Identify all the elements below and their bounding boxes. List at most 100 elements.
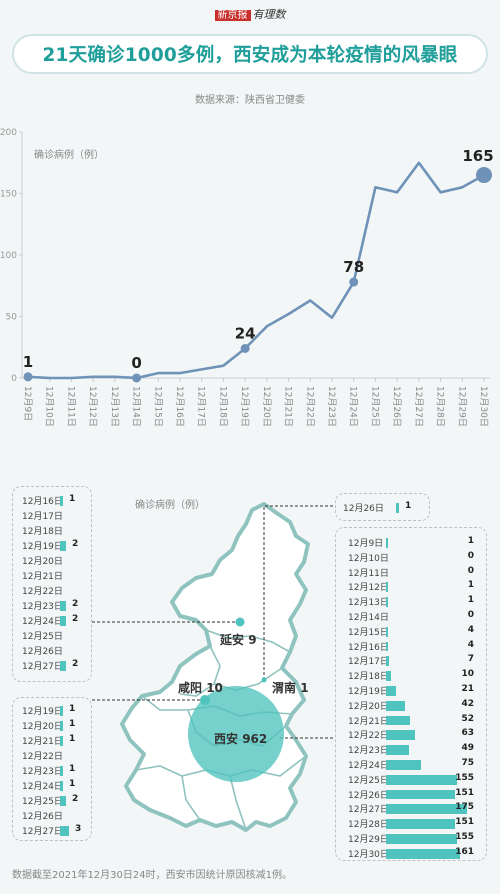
- data-point: [23, 372, 33, 382]
- row-date: 12月16日: [22, 497, 63, 507]
- daily-row: 12月9日 1: [336, 536, 486, 551]
- logo-part1: 新京报: [214, 10, 251, 21]
- row-date: 12月28日: [348, 820, 389, 831]
- series-line: [27, 161, 485, 380]
- row-date: 12月25日: [22, 632, 63, 642]
- row-bar: [60, 736, 63, 746]
- y-tick-label: 200: [0, 128, 17, 138]
- x-tick-label: 12月16日: [174, 386, 185, 427]
- daily-row: 12月22日: [13, 749, 91, 764]
- row-value: 52: [461, 713, 474, 724]
- row-value: 1: [69, 494, 76, 504]
- daily-row: 12月27日 3: [13, 824, 91, 839]
- row-bar: [60, 826, 69, 836]
- row-bar: [60, 661, 66, 671]
- weinan-daily-box: 12月26日 1: [335, 493, 430, 521]
- daily-row: 12月16日 4: [336, 640, 486, 655]
- daily-row: 12月19日 1: [13, 704, 91, 719]
- row-value: 175: [455, 802, 474, 813]
- x-tick-label: 12月23日: [326, 386, 337, 427]
- daily-row: 12月11日 0: [336, 566, 486, 581]
- row-date: 12月24日: [348, 761, 389, 771]
- row-value: 1: [467, 595, 474, 606]
- row-value: 4: [467, 639, 474, 650]
- x-tick-label: 12月11日: [65, 386, 76, 427]
- y-tick-label: 50: [6, 313, 18, 323]
- row-date: 12月24日: [22, 617, 63, 627]
- data-label: 0: [131, 354, 141, 372]
- data-point: [132, 373, 142, 383]
- row-date: 12月20日: [22, 557, 63, 567]
- row-date: 12月14日: [348, 613, 389, 623]
- city-label-yanan: 延安 9: [219, 632, 257, 647]
- daily-row: 12月13日 1: [336, 595, 486, 610]
- daily-row: 12月24日 1: [13, 779, 91, 794]
- xianyang-daily-box: 12月19日 1 12月20日 1 12月21日 1 12月22日 12月23日 1 12月24日…: [12, 697, 92, 841]
- x-tick-label: 12月30日: [478, 386, 489, 427]
- row-bar: [60, 721, 63, 731]
- footnote: 数据截至2021年12月30日24时，西安市因统计原因核减1例。: [12, 870, 292, 881]
- x-tick-label: 12月28日: [435, 386, 446, 427]
- row-bar: [60, 601, 66, 611]
- row-value: 161: [455, 846, 474, 857]
- daily-row: 12月27日 175: [336, 802, 486, 817]
- data-label: 1: [23, 353, 33, 371]
- x-tick-label: 12月10日: [44, 386, 55, 427]
- row-bar: [386, 745, 409, 755]
- daily-row: 12月19日 2: [13, 539, 91, 554]
- row-bar: [60, 616, 66, 626]
- row-date: 12月22日: [348, 731, 389, 742]
- daily-row: 12月25日 2: [13, 794, 91, 809]
- row-date: 12月18日: [348, 672, 389, 683]
- daily-row: 12月19日 21: [336, 684, 486, 699]
- row-bar: [60, 706, 63, 716]
- row-date: 12月12日: [348, 583, 389, 594]
- row-value: 10: [461, 669, 474, 680]
- y-tick-label: 0: [11, 374, 17, 384]
- row-value: 1: [69, 779, 76, 789]
- row-value: 1: [69, 734, 76, 744]
- map-legend: 确诊病例（例）: [135, 498, 205, 511]
- row-value: 151: [455, 787, 474, 798]
- city-label-xianyang: 咸阳 10: [178, 680, 223, 695]
- row-bar: [60, 541, 66, 551]
- row-bar: [386, 686, 396, 696]
- row-date: 12月20日: [22, 722, 63, 732]
- row-date: 12月9日: [348, 539, 384, 549]
- row-bar: [60, 766, 63, 776]
- row-bar: [386, 626, 388, 637]
- bubble-yanan: [235, 617, 245, 627]
- daily-row: 12月20日 1: [13, 719, 91, 734]
- daily-row: 12月10日 0: [336, 551, 486, 566]
- row-bar: [386, 671, 391, 681]
- row-bar: [386, 774, 458, 785]
- row-bar: [386, 804, 467, 815]
- row-date: 12月23日: [348, 746, 389, 757]
- bubble-xianyang: [200, 695, 210, 705]
- x-tick-label: 12月18日: [217, 386, 228, 427]
- row-value: 1: [467, 536, 474, 546]
- row-value: 0: [467, 610, 474, 620]
- daily-row: 12月17日 7: [336, 654, 486, 669]
- row-value: 7: [467, 654, 474, 665]
- row-date: 12月29日: [348, 835, 389, 845]
- row-bar: [386, 848, 461, 859]
- data-point: [240, 343, 250, 353]
- x-tick-label: 12月29日: [456, 386, 467, 427]
- row-date: 12月21日: [22, 572, 63, 582]
- row-value: 1: [69, 719, 76, 729]
- row-date: 12月22日: [22, 752, 63, 762]
- daily-row: 12月24日 2: [13, 614, 91, 629]
- daily-row: 12月21日 52: [336, 714, 486, 729]
- daily-row: 12月22日 63: [336, 728, 486, 743]
- row-bar: [60, 496, 63, 506]
- x-tick-label: 12月12日: [87, 386, 98, 427]
- row-bar: [396, 503, 399, 513]
- province-outline: [120, 502, 310, 832]
- row-bar: [386, 789, 456, 800]
- daily-row: 12月21日: [13, 569, 91, 584]
- daily-row: 12月30日 161: [336, 847, 486, 862]
- x-tick-label: 12月25日: [369, 386, 380, 427]
- row-date: 12月21日: [22, 737, 63, 747]
- daily-row: 12月23日 49: [336, 743, 486, 758]
